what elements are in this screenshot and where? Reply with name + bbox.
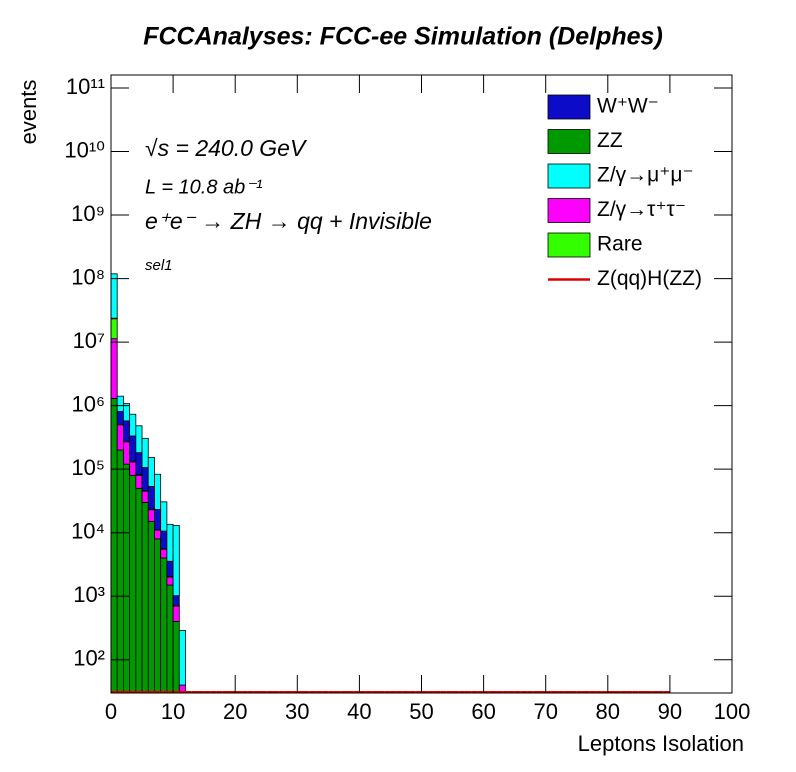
- y-tick-label: 10⁶: [71, 391, 105, 416]
- histogram-bar: [147, 509, 155, 522]
- y-tick-label: 10⁸: [71, 264, 105, 289]
- histogram-bar: [141, 467, 149, 492]
- plot-area: [110, 273, 670, 694]
- x-tick-label: 10: [161, 699, 185, 724]
- legend-label: Z(qq)H(ZZ): [597, 267, 702, 290]
- histogram-bar: [141, 501, 149, 694]
- histogram-bar: [160, 548, 168, 559]
- y-tick-label: 10¹⁰: [64, 137, 105, 162]
- x-tick-label: 50: [409, 699, 433, 724]
- histogram-bar: [160, 530, 168, 550]
- chart-title: FCCAnalyses: FCC-ee Simulation (Delphes): [143, 23, 663, 51]
- histogram-bar: [141, 490, 149, 503]
- histogram-bar: [160, 557, 168, 694]
- x-tick-label: 20: [223, 699, 247, 724]
- y-tick-label: 10¹¹: [66, 74, 105, 99]
- histogram-bar: [129, 474, 137, 694]
- x-axis-label: Leptons Isolation: [578, 731, 744, 756]
- x-tick-label: 40: [347, 699, 371, 724]
- histogram-bar: [110, 398, 118, 694]
- histogram-bar: [116, 411, 124, 425]
- annotation: √s = 240.0 GeV: [145, 135, 308, 161]
- legend-swatch: [547, 232, 591, 258]
- y-tick-label: 10²: [73, 646, 105, 671]
- histogram-bar: [166, 560, 174, 577]
- histogram-bar: [116, 424, 124, 451]
- histogram-bar: [135, 487, 143, 694]
- x-tick-label: 80: [596, 699, 620, 724]
- annotation: L = 10.8 ab⁻¹: [145, 176, 263, 198]
- histogram-bar: [135, 474, 143, 489]
- y-tick-label: 10⁵: [71, 455, 105, 480]
- histogram-bar: [160, 501, 168, 532]
- histogram-bar: [172, 605, 180, 622]
- legend-label: Z/γ→τ⁺τ⁻: [597, 198, 686, 221]
- x-tick-label: 90: [658, 699, 682, 724]
- histogram-bar: [147, 456, 155, 487]
- histogram-bar: [166, 576, 174, 586]
- histogram-bar: [166, 584, 174, 694]
- x-tick-label: 70: [533, 699, 557, 724]
- y-tick-label: 10³: [73, 582, 105, 607]
- histogram-bar: [135, 425, 143, 454]
- histogram-bar: [110, 338, 118, 399]
- histogram-bar: [135, 452, 143, 476]
- histogram-bar: [154, 538, 162, 694]
- x-tick-label: 30: [285, 699, 309, 724]
- y-tick-label: 10⁴: [71, 519, 105, 544]
- histogram-bar: [129, 413, 137, 437]
- y-axis-label: events: [16, 80, 41, 145]
- legend-label: W⁺W⁻: [597, 95, 659, 118]
- histogram-bar: [147, 486, 155, 510]
- x-tick-label: 100: [714, 699, 751, 724]
- x-tick-label: 0: [105, 699, 117, 724]
- histogram-bar: [110, 318, 118, 340]
- histogram-bar: [123, 441, 131, 465]
- x-tick-label: 60: [471, 699, 495, 724]
- histogram-bar: [116, 449, 124, 694]
- histogram-bar: [141, 437, 149, 468]
- histogram-bar: [154, 509, 162, 530]
- annotation: sel1: [145, 257, 173, 274]
- histogram-bar: [147, 521, 155, 694]
- histogram-bar: [172, 621, 180, 694]
- histogram-bar: [129, 461, 137, 476]
- histogram-bar: [172, 525, 180, 597]
- histogram-bar: [166, 523, 174, 562]
- histogram-bar: [154, 529, 162, 540]
- histogram-bar: [110, 273, 118, 319]
- legend-label: Z/γ→μ⁺μ⁻: [597, 164, 694, 187]
- legend-swatch: [547, 163, 591, 189]
- legend-label: Rare: [597, 233, 643, 256]
- legend-swatch: [547, 198, 591, 223]
- histogram-bar: [123, 463, 131, 694]
- legend-swatch: [547, 94, 591, 120]
- histogram-bar: [116, 395, 124, 412]
- histogram-bar: [172, 595, 180, 606]
- histogram-bar: [129, 435, 137, 462]
- annotation: e⁺e⁻ → ZH → qq + Invisible: [145, 208, 432, 234]
- legend-label: ZZ: [597, 129, 623, 152]
- histogram-bar: [123, 403, 131, 422]
- histogram-bar: [123, 420, 131, 442]
- y-tick-label: 10⁹: [71, 201, 105, 226]
- legend-swatch: [547, 129, 591, 154]
- histogram-bar: [178, 630, 186, 686]
- y-tick-label: 10⁷: [73, 328, 105, 353]
- histogram-bar: [154, 473, 162, 510]
